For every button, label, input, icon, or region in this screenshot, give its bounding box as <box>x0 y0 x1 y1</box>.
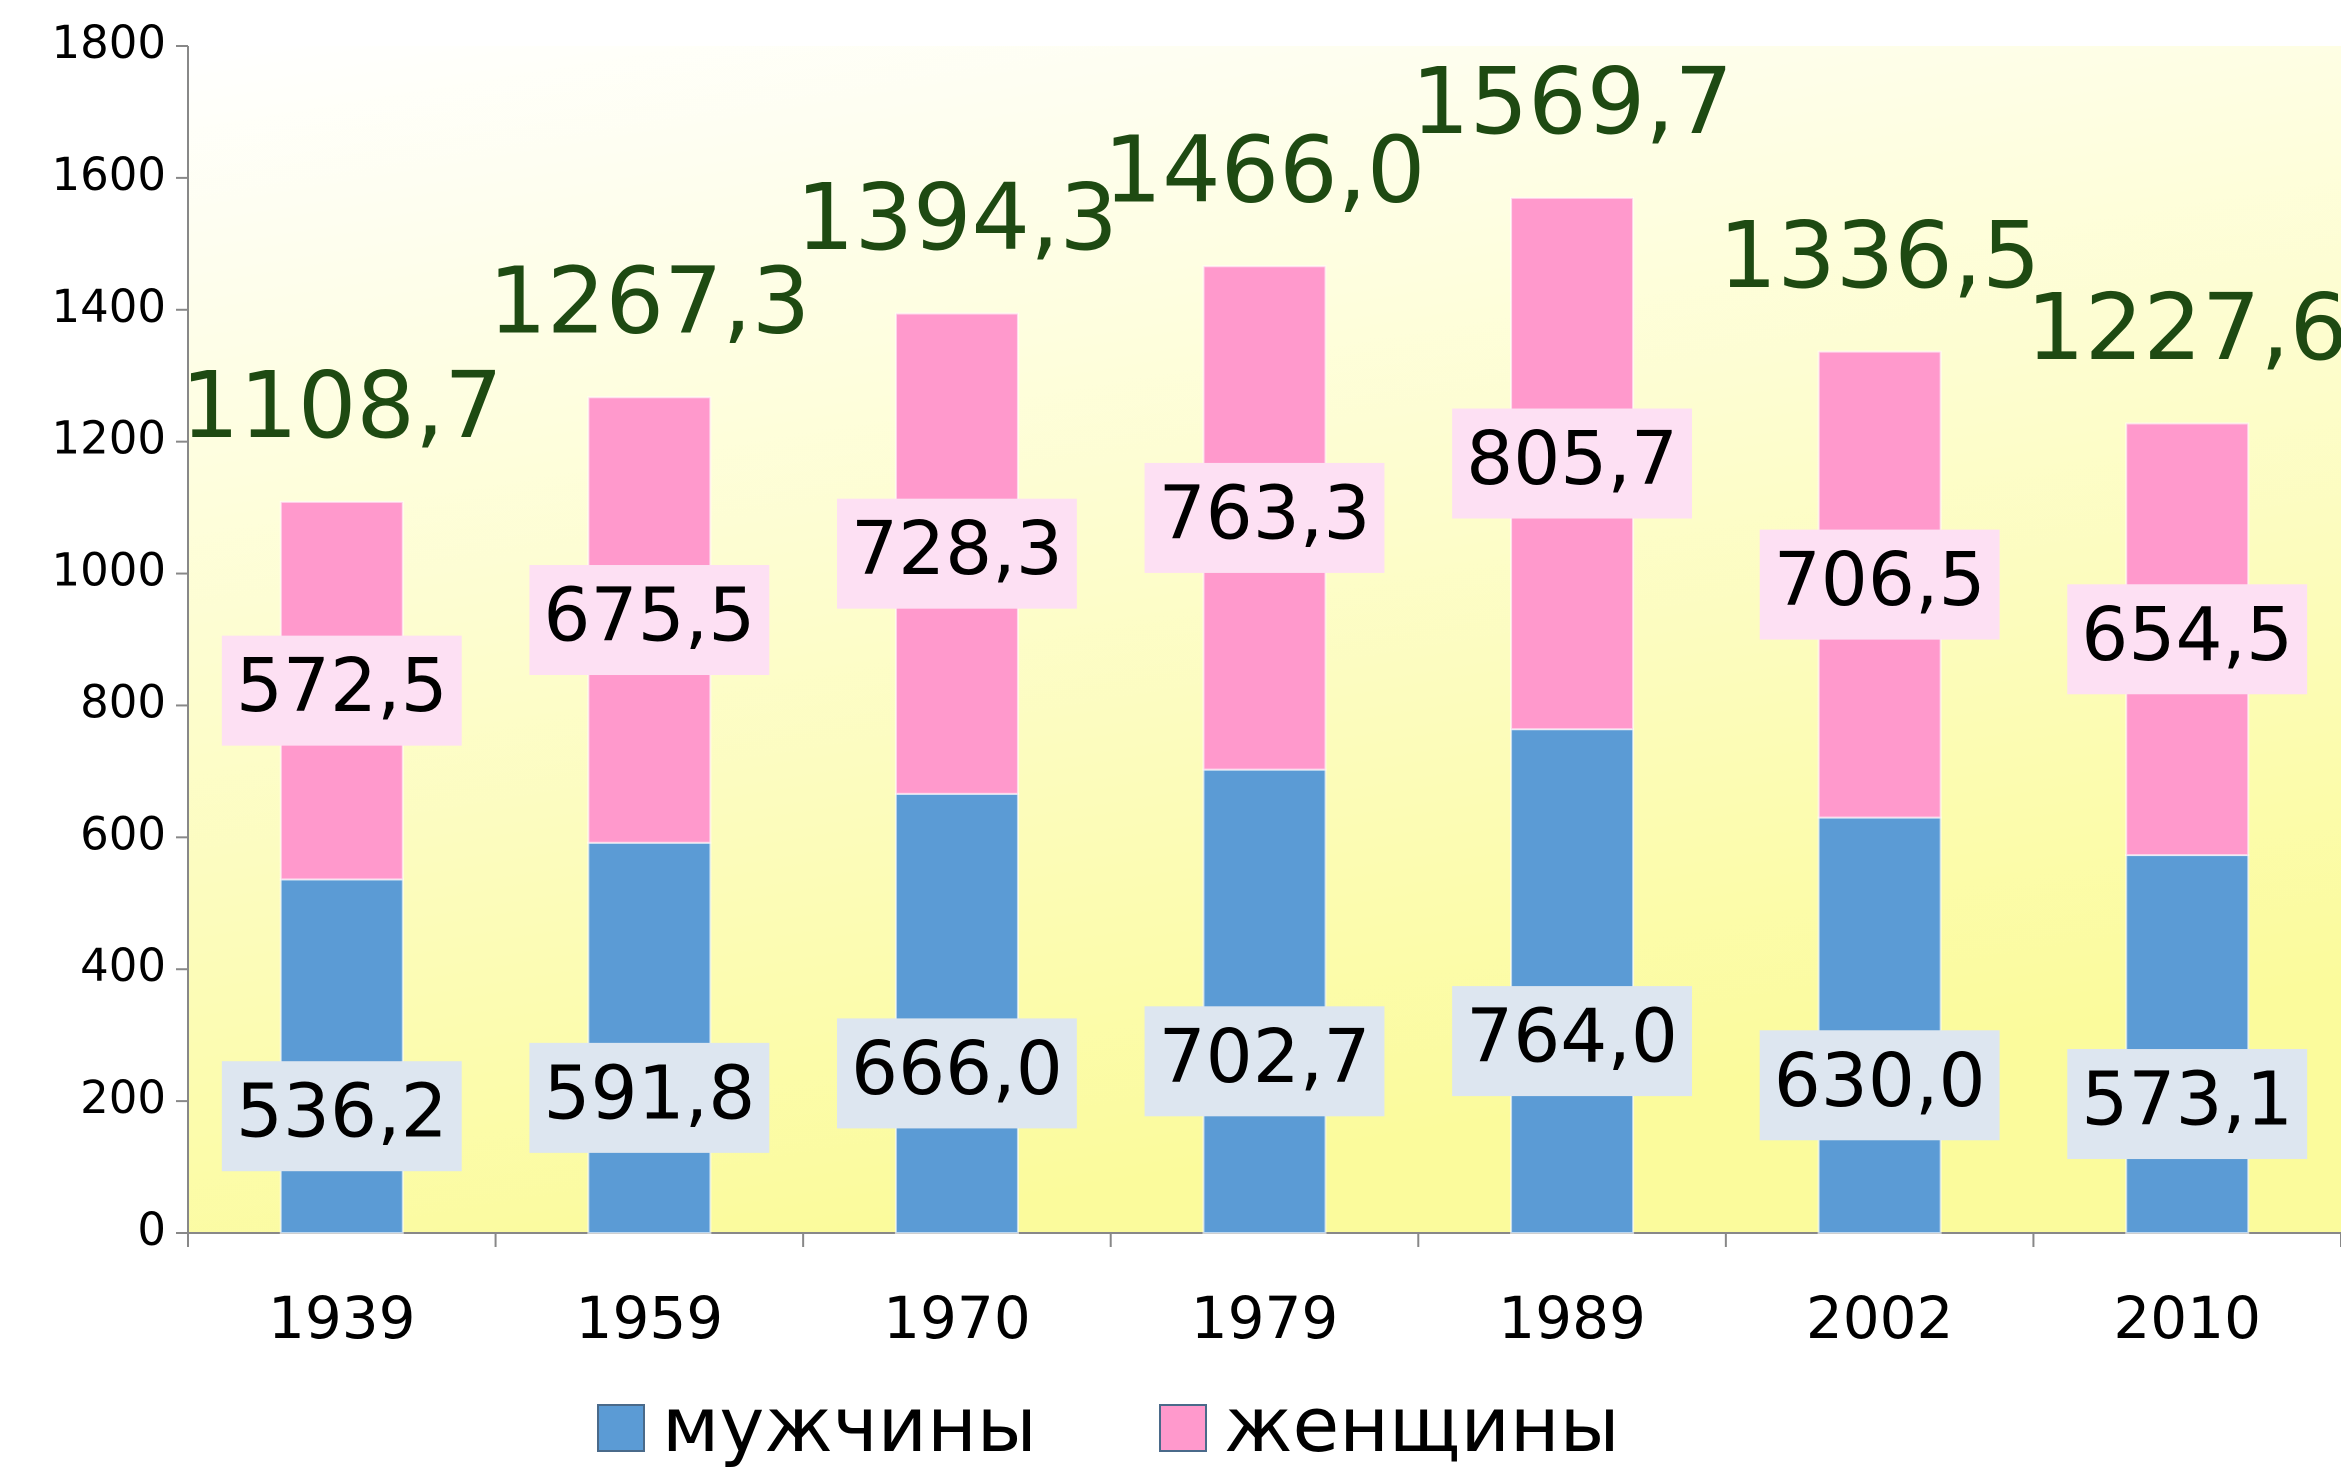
y-tick-label: 1400 <box>51 280 166 333</box>
data-label-box <box>1144 1006 1385 1117</box>
y-tick-label: 1200 <box>51 412 166 465</box>
data-label-box <box>221 1061 462 1172</box>
data-label: 591,8 <box>543 1050 755 1136</box>
data-label: 666,0 <box>851 1026 1063 1112</box>
y-tick-label: 800 <box>80 675 166 728</box>
y-tick-label: 600 <box>80 807 166 860</box>
legend-label: мужчины <box>662 1380 1037 1467</box>
data-label-box <box>1144 462 1385 573</box>
data-label: 805,7 <box>1466 416 1678 502</box>
legend-swatch <box>1159 1404 1207 1452</box>
y-tick-label: 200 <box>80 1071 166 1124</box>
data-label-box <box>529 565 770 676</box>
y-tick-label: 1600 <box>51 148 166 201</box>
bar-segment <box>279 878 404 1234</box>
bar-segment <box>2125 854 2250 1234</box>
bar-segment <box>587 841 712 1234</box>
bar-segment <box>1202 768 1327 1234</box>
x-tick-label: 1959 <box>576 1284 724 1352</box>
x-tick-label: 1970 <box>883 1284 1031 1352</box>
data-label-box <box>2067 584 2308 695</box>
legend-swatch <box>597 1404 645 1452</box>
bar-segment <box>894 792 1019 1234</box>
y-tick-label: 0 <box>137 1203 166 1256</box>
data-label-box <box>1452 986 1693 1097</box>
total-label: 1336,5 <box>1719 202 2041 309</box>
data-label: 675,5 <box>543 573 755 659</box>
data-label: 573,1 <box>2081 1057 2293 1143</box>
data-label: 702,7 <box>1159 1014 1371 1100</box>
x-tick-label: 1979 <box>1191 1284 1339 1352</box>
x-tick-label: 2010 <box>2113 1284 2261 1352</box>
total-label: 1108,7 <box>181 352 503 459</box>
bar-segment <box>1510 728 1635 1234</box>
data-label-box <box>1759 529 2000 640</box>
bar-segment <box>1817 816 1942 1234</box>
data-label-box <box>221 635 462 746</box>
data-label-box <box>836 1018 1077 1129</box>
x-tick-label: 1989 <box>1498 1284 1646 1352</box>
data-label: 764,0 <box>1466 994 1678 1080</box>
data-label: 706,5 <box>1774 537 1986 623</box>
total-label: 1466,0 <box>1104 117 1426 224</box>
total-label: 1267,3 <box>488 248 810 355</box>
data-label: 572,5 <box>236 643 448 729</box>
data-label: 630,0 <box>1774 1038 1986 1124</box>
total-label: 1227,6 <box>2026 274 2341 381</box>
data-label: 728,3 <box>851 506 1063 592</box>
data-label: 654,5 <box>2081 592 2293 678</box>
legend-label: женщины <box>1224 1380 1620 1467</box>
data-label: 536,2 <box>236 1069 448 1155</box>
data-label-box <box>2067 1049 2308 1160</box>
data-label-box <box>1759 1030 2000 1141</box>
data-label-box <box>529 1042 770 1153</box>
y-tick-label: 400 <box>80 939 166 992</box>
x-tick-label: 1939 <box>268 1284 416 1352</box>
data-label-box <box>836 498 1077 609</box>
y-tick-label: 1000 <box>51 544 166 597</box>
total-label: 1394,3 <box>796 164 1118 271</box>
total-label: 1569,7 <box>1411 48 1733 155</box>
data-label: 763,3 <box>1159 470 1371 556</box>
y-tick-label: 1800 <box>51 16 166 69</box>
data-label-box <box>1452 408 1693 519</box>
x-tick-label: 2002 <box>1806 1284 1954 1352</box>
